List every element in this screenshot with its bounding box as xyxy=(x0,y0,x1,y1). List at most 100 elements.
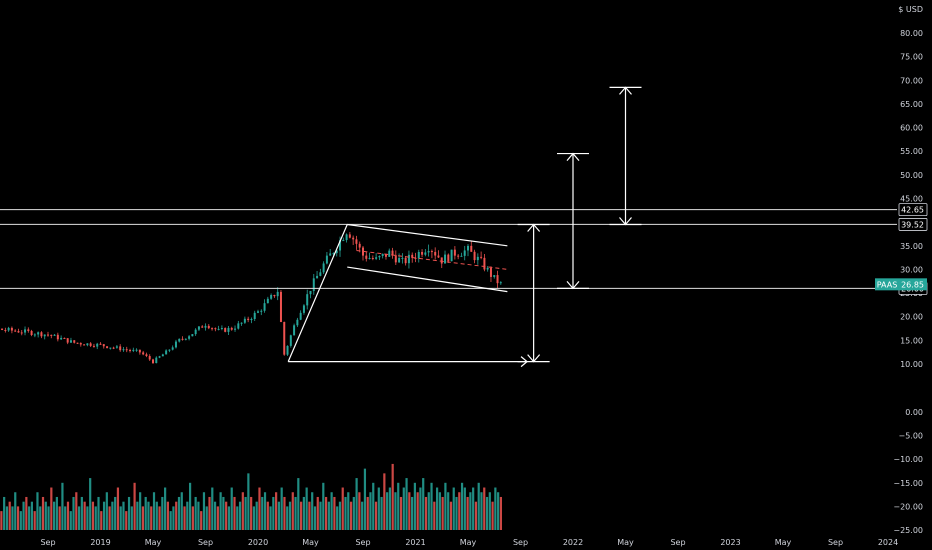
candle-body xyxy=(460,255,463,257)
volume-bar xyxy=(39,506,42,530)
candle-body xyxy=(391,250,394,256)
candle-body xyxy=(92,345,95,347)
volume-bar xyxy=(3,496,6,530)
candle-body xyxy=(211,328,214,330)
volume-bar xyxy=(183,506,186,530)
candle-body xyxy=(348,234,351,238)
volume-bar xyxy=(14,492,17,530)
volume-tick-label: 0.00 xyxy=(905,408,923,417)
candle-body xyxy=(220,327,223,329)
price-tick-label: 35.00 xyxy=(900,242,923,251)
candle-body xyxy=(237,323,240,329)
volume-bar xyxy=(75,492,78,530)
volume-bar xyxy=(69,511,72,530)
channel-upper-line xyxy=(347,223,508,247)
volume-bar xyxy=(388,487,392,530)
time-tick-label: May xyxy=(302,538,319,547)
price-tick-label: 10.00 xyxy=(900,360,923,369)
candle-body xyxy=(486,267,489,270)
volume-bar xyxy=(191,506,194,530)
volume-bar xyxy=(144,496,147,530)
volume-bar xyxy=(283,496,286,530)
time-tick-label: 2024 xyxy=(878,538,898,547)
candle-body xyxy=(316,275,319,279)
volume-bar xyxy=(358,492,361,530)
level-badge-label: 39.52 xyxy=(901,220,924,229)
time-tick-label: May xyxy=(775,538,792,547)
volume-bar xyxy=(438,492,441,530)
volume-bar xyxy=(386,492,389,530)
candle-body xyxy=(388,250,391,257)
candle-body xyxy=(450,249,453,262)
volume-bar xyxy=(166,501,169,530)
volume-bar xyxy=(469,492,472,530)
price-axis[interactable]: 80.00 75.00 70.00 65.00 60.00 55.00 50.00 45.00… xyxy=(900,29,923,369)
price-tick-label: 20.00 xyxy=(900,313,923,322)
volume-bar xyxy=(97,496,100,530)
candle-body xyxy=(375,257,378,259)
flagpole-line xyxy=(287,224,348,362)
volume-bar xyxy=(441,496,444,530)
volume-bar xyxy=(180,492,183,530)
volume-bar xyxy=(399,496,403,530)
volume-bar xyxy=(333,496,336,530)
time-tick-label: May xyxy=(460,538,477,547)
volume-bar xyxy=(369,492,372,530)
candle-body xyxy=(411,254,414,258)
candle-body xyxy=(335,250,338,254)
volume-bar xyxy=(77,506,81,530)
volume-bar xyxy=(263,492,267,530)
candle-body xyxy=(155,357,158,364)
level-badge-box xyxy=(898,203,928,217)
price-tick-label: 45.00 xyxy=(900,195,923,204)
arrow-down-icon xyxy=(527,354,541,363)
volume-bar xyxy=(11,506,14,530)
volume-bar xyxy=(488,492,491,530)
volume-bar xyxy=(155,501,158,530)
volume-bar xyxy=(433,501,436,530)
candle-body xyxy=(188,336,191,339)
volume-bar xyxy=(277,501,280,530)
arrow-up-icon xyxy=(527,223,541,232)
candle-body xyxy=(286,345,289,355)
currency-label[interactable]: $ USD xyxy=(898,5,923,14)
candle-body xyxy=(499,282,502,284)
volume-bar xyxy=(458,492,461,530)
volume-bar xyxy=(355,478,358,530)
candle-body xyxy=(381,253,384,256)
candle-body xyxy=(50,334,53,336)
volume-bar xyxy=(374,501,378,530)
volume-bar xyxy=(241,492,244,530)
pattern-drawings[interactable] xyxy=(287,86,642,368)
candle-body xyxy=(339,240,342,251)
candle-body xyxy=(129,349,132,351)
volume-bar xyxy=(422,478,425,530)
volume-bar xyxy=(305,487,308,530)
candle-body xyxy=(152,359,154,364)
candle-body xyxy=(404,257,407,264)
volume-bar xyxy=(252,506,256,530)
volume-tick-label: −20.00 xyxy=(893,502,923,511)
candle-body xyxy=(312,278,315,291)
volume-bar xyxy=(194,496,197,530)
volume-bar xyxy=(319,501,322,530)
candle-body xyxy=(257,311,259,313)
volume-bar xyxy=(322,482,325,530)
price-tick-label: 55.00 xyxy=(900,147,923,156)
candle-body xyxy=(470,245,473,252)
volume-bar xyxy=(66,501,70,530)
volume-bar xyxy=(89,478,92,530)
candle-body xyxy=(109,347,112,349)
volume-bar xyxy=(233,496,236,530)
volume-bar xyxy=(247,473,250,530)
time-axis[interactable]: Sep 2019 May Sep 2020 May Sep 2021 May Sep 2022 May… xyxy=(40,538,898,547)
horizontal-levels[interactable] xyxy=(0,209,897,289)
candle-body xyxy=(355,239,358,244)
volume-bar xyxy=(419,487,422,530)
volume-bar xyxy=(53,501,56,530)
candle-body xyxy=(194,329,197,335)
candle-body xyxy=(204,325,207,328)
volume-bar xyxy=(261,496,264,530)
